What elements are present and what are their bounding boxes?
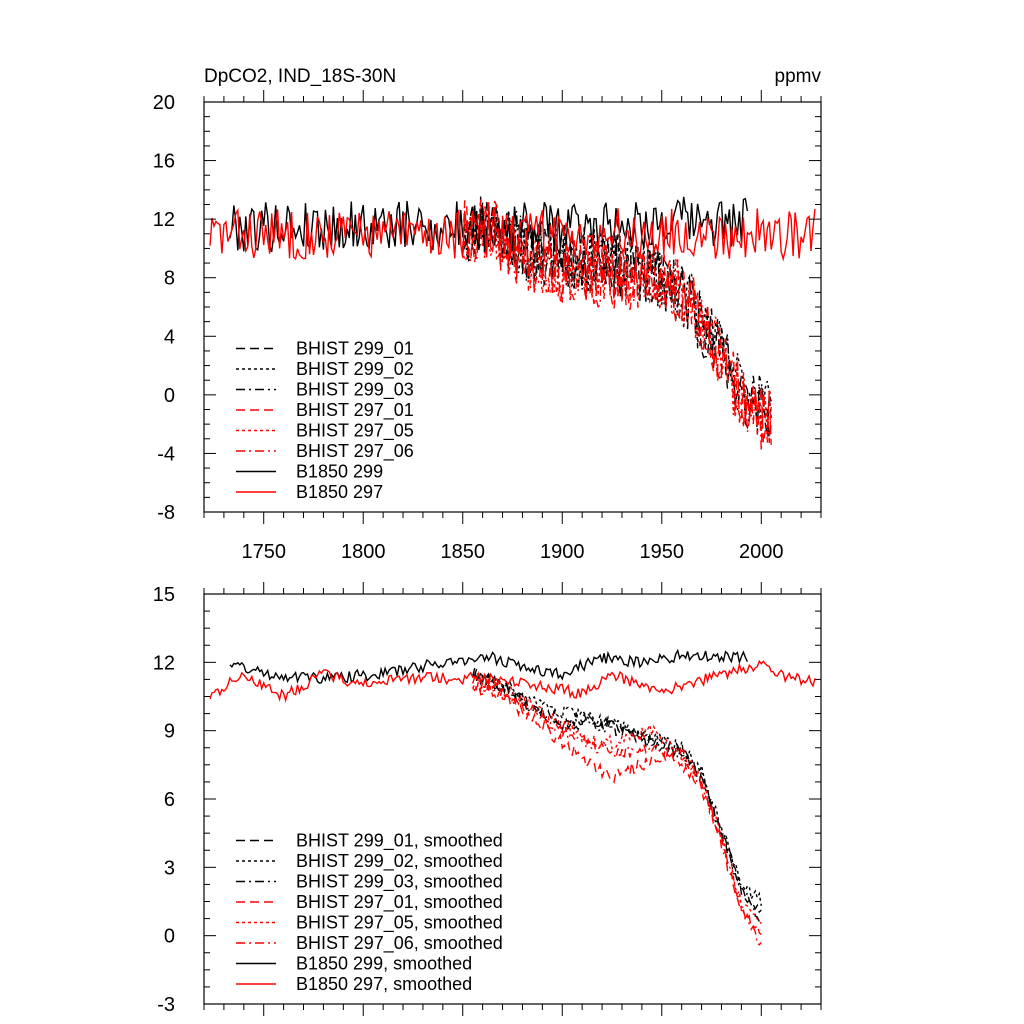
series-line-bottom-6 xyxy=(229,648,749,684)
legend-label-top-2: BHIST 299_03 xyxy=(296,380,414,401)
y-tick-label-top-6: 16 xyxy=(153,151,175,173)
legend-label-top-1: BHIST 299_02 xyxy=(296,359,414,380)
series-line-bottom-0 xyxy=(472,665,762,914)
chart-units: ppmv xyxy=(775,66,822,87)
chart-title: DpCO2, IND_18S-30N xyxy=(204,66,396,87)
legend-label-bottom-4: BHIST 297_05, smoothed xyxy=(296,913,503,934)
y-tick-label-bottom-2: 3 xyxy=(164,857,175,879)
series-line-top-7 xyxy=(209,207,816,262)
legend-label-bottom-5: BHIST 297_06, smoothed xyxy=(296,933,503,954)
legend-label-bottom-6: B1850 299, smoothed xyxy=(296,954,472,974)
y-tick-label-bottom-6: 15 xyxy=(153,584,175,606)
y-tick-label-top-0: -8 xyxy=(157,502,175,524)
series-line-top-5 xyxy=(462,201,772,451)
series-line-bottom-2 xyxy=(472,667,762,924)
y-tick-label-top-4: 8 xyxy=(164,268,175,290)
x-tick-label-top-1: 1800 xyxy=(341,541,386,563)
x-tick-label-top-4: 1950 xyxy=(640,541,685,563)
y-tick-label-bottom-1: 0 xyxy=(164,926,175,948)
legend-label-top-6: B1850 299 xyxy=(296,462,383,482)
legend-label-top-5: BHIST 297_06 xyxy=(296,441,414,462)
legend-label-bottom-3: BHIST 297_01, smoothed xyxy=(296,892,503,913)
x-tick-label-top-2: 1850 xyxy=(440,541,485,563)
x-tick-label-top-5: 2000 xyxy=(739,541,784,563)
legend-label-bottom-7: B1850 297, smoothed xyxy=(296,974,472,994)
legend-label-top-0: BHIST 299_01 xyxy=(296,339,414,360)
legend-label-bottom-0: BHIST 299_01, smoothed xyxy=(296,831,503,852)
series-line-top-3 xyxy=(462,199,772,445)
series-line-bottom-3 xyxy=(472,682,762,935)
legend-label-top-4: BHIST 297_05 xyxy=(296,421,414,442)
legend-label-bottom-2: BHIST 299_03, smoothed xyxy=(296,872,503,893)
series-line-bottom-5 xyxy=(472,676,762,946)
y-tick-label-bottom-4: 9 xyxy=(164,721,175,743)
top-panel: -8 -4 0 4 8 12 16 20 1750 1800 1850 1900 1950 2000 BH… xyxy=(153,90,822,563)
y-tick-label-bottom-3: 6 xyxy=(164,789,175,811)
y-tick-label-top-7: 20 xyxy=(153,92,175,114)
series-line-bottom-7 xyxy=(209,659,816,703)
legend-label-top-3: BHIST 297_01 xyxy=(296,400,414,421)
x-tick-label-top-3: 1900 xyxy=(540,541,585,563)
y-tick-label-top-5: 12 xyxy=(153,209,175,231)
y-tick-label-bottom-0: -3 xyxy=(157,994,175,1016)
legend-label-top-7: B1850 297 xyxy=(296,482,383,502)
y-tick-label-top-2: 0 xyxy=(164,385,175,407)
y-tick-label-top-3: 4 xyxy=(164,326,175,348)
series-line-bottom-4 xyxy=(472,678,762,925)
legend-label-bottom-1: BHIST 299_02, smoothed xyxy=(296,851,503,872)
y-tick-label-bottom-5: 12 xyxy=(153,652,175,674)
x-tick-label-top-0: 1750 xyxy=(241,541,286,563)
y-tick-label-top-1: -4 xyxy=(157,443,175,465)
series-line-bottom-1 xyxy=(472,671,762,907)
